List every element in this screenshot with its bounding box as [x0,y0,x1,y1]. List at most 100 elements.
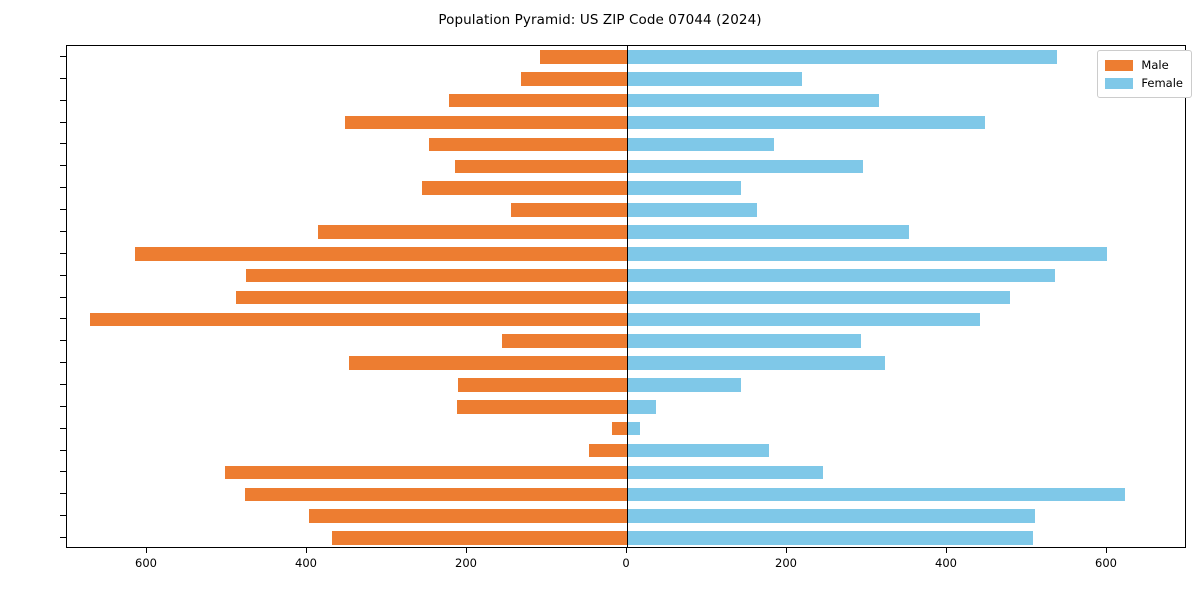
y-axis-tick-mark [60,230,66,232]
bar-male [520,72,627,86]
legend-swatch-female-icon [1105,77,1134,89]
bar-row [67,356,1185,370]
bar-row [67,137,1185,152]
x-axis-tick-mark [306,548,307,553]
x-axis-tick-label: 600 [135,556,157,570]
bar-male [348,356,627,370]
y-axis-tick-mark [60,187,66,189]
bar-row [67,203,1185,217]
bar-male [135,246,627,261]
y-axis-tick-mark [60,537,66,539]
x-axis-tick-mark [626,548,627,553]
bar-male [611,421,627,436]
bar-female [627,137,775,152]
bar-female [627,378,742,392]
chart-title: Population Pyramid: US ZIP Code 07044 (2… [438,12,762,28]
bar-row [67,400,1185,414]
y-axis-tick-mark [60,449,66,451]
bar-male [90,312,627,327]
legend-item-male: Male [1105,56,1183,74]
y-axis-tick-mark [60,383,66,385]
y-axis-tick-mark [60,296,66,298]
plot-area [66,45,1186,548]
bar-row [67,159,1185,174]
bar-row [67,334,1185,348]
bar-row [67,225,1185,239]
bar-row [67,72,1185,86]
bar-row [67,115,1185,130]
bar-female [627,509,1035,523]
legend-swatch-male-icon [1105,59,1134,71]
bar-row [67,487,1185,502]
bar-male [502,334,627,348]
y-axis-tick-mark [60,209,66,211]
y-axis-tick-mark [60,340,66,342]
x-axis-tick-mark [786,548,787,553]
bar-row [67,93,1185,108]
bars-layer [67,46,1185,547]
bar-row [67,531,1185,545]
bar-male [511,203,627,217]
x-axis-tick-label: 0 [622,556,630,570]
bar-row [67,246,1185,261]
bar-female [627,421,640,436]
bar-male [225,465,627,480]
bar-row [67,421,1185,436]
bar-male [539,50,627,64]
y-axis-tick-mark [60,121,66,123]
bar-female [627,225,909,239]
bar-female [627,246,1107,261]
bar-female [627,334,861,348]
bar-male [422,181,627,195]
y-axis-tick-mark [60,362,66,364]
bar-female [627,465,823,480]
x-axis-tick-mark [146,548,147,553]
bar-row [67,268,1185,283]
x-axis-tick-label: 200 [455,556,477,570]
bar-row [67,312,1185,327]
bar-female [627,290,1011,305]
bar-row [67,181,1185,195]
zero-axis-line [627,46,628,547]
x-axis-tick-label: 200 [775,556,797,570]
bar-male [458,378,627,392]
bar-female [627,531,1033,545]
y-axis-tick-mark [60,143,66,145]
x-axis-tick-label: 400 [295,556,317,570]
bar-female [627,487,1125,502]
x-axis-tick-mark [946,548,947,553]
bar-female [627,50,1058,64]
bar-row [67,290,1185,305]
bar-male [455,159,627,174]
bar-male [448,93,627,108]
bar-female [627,72,803,86]
bar-row [67,509,1185,523]
bar-female [627,93,879,108]
y-axis-tick-mark [60,318,66,320]
bar-female [627,312,980,327]
bar-female [627,356,885,370]
legend-label-female: Female [1141,76,1183,90]
bar-male [428,137,627,152]
bar-male [331,531,627,545]
y-axis-tick-mark [60,252,66,254]
x-axis-tick-mark [1106,548,1107,553]
legend-label-male: Male [1141,58,1169,72]
bar-female [627,443,770,458]
y-axis-tick-mark [60,405,66,407]
bar-male [588,443,627,458]
bar-male [245,487,627,502]
y-axis-tick-mark [60,471,66,473]
bar-row [67,443,1185,458]
y-axis-tick-mark [60,493,66,495]
bar-female [627,159,863,174]
y-axis-tick-mark [60,99,66,101]
legend-item-female: Female [1105,74,1183,92]
chart-legend: Male Female [1097,50,1192,98]
bar-male [235,290,627,305]
y-axis-tick-mark [60,274,66,276]
bar-female [627,400,656,414]
bar-female [627,115,985,130]
bar-male [318,225,627,239]
